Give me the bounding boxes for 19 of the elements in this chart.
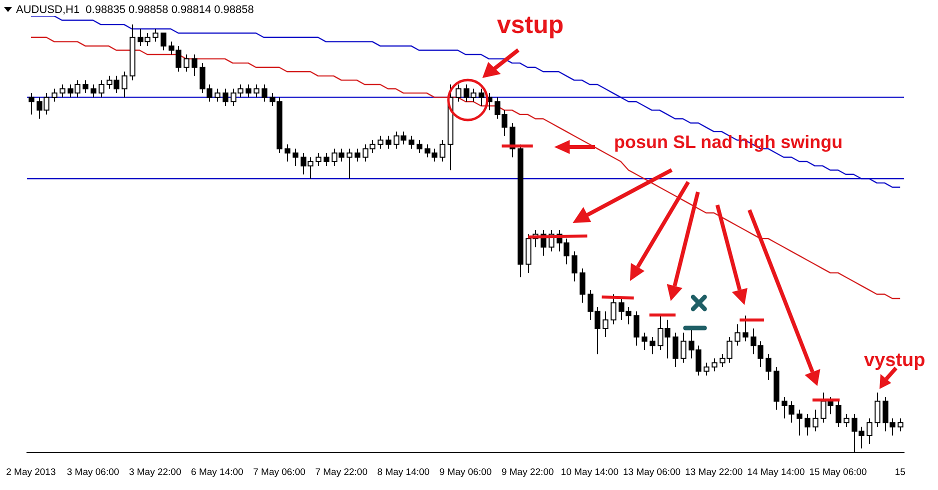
x-tick-label: 9 May 22:00 xyxy=(501,466,554,478)
annotation: vystup xyxy=(864,350,926,372)
x-tick-label: 8 May 14:00 xyxy=(377,466,430,478)
x-tick-label: 3 May 22:00 xyxy=(128,466,182,478)
x-tick-label: 7 May 22:00 xyxy=(315,466,368,478)
chart-title: AUDUSD,H1 0.98835 0.98858 0.98814 0.98858 xyxy=(16,4,254,16)
x-tick-label: 15 xyxy=(894,466,906,478)
x-tick-label: 9 May 06:00 xyxy=(439,466,492,478)
x-tick-label: 2 May 2013 xyxy=(6,466,56,478)
x-tick-label: 15 May 06:00 xyxy=(809,466,867,478)
x-tick-label: 3 May 06:00 xyxy=(66,466,120,478)
annotation: posun SL nad high swingu xyxy=(614,132,843,153)
x-tick-label: 10 May 14:00 xyxy=(560,466,618,478)
annotation: vstup xyxy=(497,11,564,40)
x-tick-label: 6 May 14:00 xyxy=(191,466,244,478)
x-tick-label: 13 May 06:00 xyxy=(622,466,681,478)
x-tick-label: 14 May 14:00 xyxy=(747,466,805,478)
x-tick-label: 13 May 22:00 xyxy=(685,466,743,478)
x-tick-label: 7 May 06:00 xyxy=(253,466,306,478)
